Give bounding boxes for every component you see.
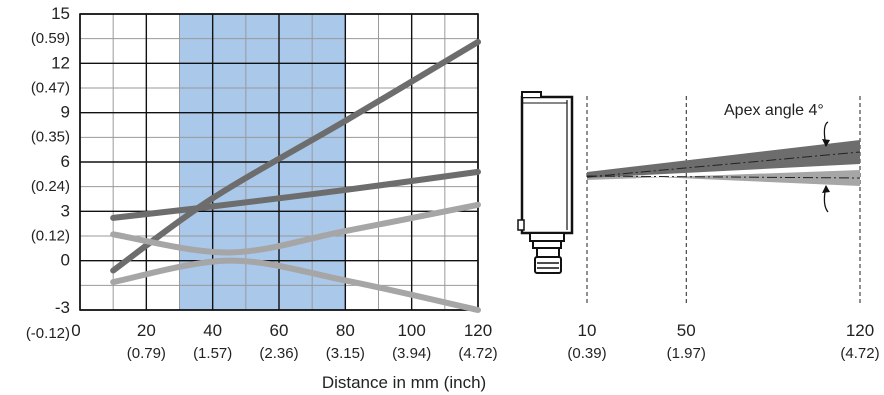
distance-mark-label-inch: (0.39) [567,345,606,362]
apex-angle-label: Apex angle 4° [724,102,824,119]
distance-mark-label: 120 [846,321,874,340]
plot-frame [79,13,479,311]
series-line-4 [110,257,481,313]
distance-mark-label-inch: (1.97) [667,345,706,362]
y-tick-label: 15 [51,4,70,23]
x-tick-label: 60 [270,321,289,340]
y-tick-label-inch: (0.35) [31,129,70,146]
y-tick-labels: 15 (0.59) 12 (0.47) 9 (0.35) 6 (0.24) 3 (0.12) 0 -3… [26,4,70,342]
distance-mark-label: 10 [578,321,597,340]
x-tick-label-inch: (0.79) [127,345,166,362]
beam-axis-lower [586,175,861,179]
x-tick-label: 40 [203,321,222,340]
beam-upper [587,140,860,178]
distance-markers [586,96,861,306]
x-tick-label-inch: (2.36) [259,345,298,362]
beam-lower [587,170,860,186]
diagram-tick-labels: 10 (0.39) 50 (1.97) 120 (4.72) [567,321,879,362]
distance-mark-label-inch: (4.72) [840,345,879,362]
y-tick-label: 12 [51,53,70,72]
grid-major [79,13,479,311]
distance-chart: 15(0.59)12(0.47)9(0.35)6(0.24)3(0.12)0-3… [26,4,498,392]
series-layer [110,38,481,313]
apex-angle-indicator [822,121,830,213]
y-tick-label-inch: (0.24) [31,178,70,195]
y-tick-label-inch: (0.12) [31,227,70,244]
x-tick-label: 120 [464,321,492,340]
x-axis-label: Distance in mm (inch) [322,373,486,392]
y-tick-label-inch: (0.59) [31,30,70,47]
x-tick-label: 80 [336,321,355,340]
series-line-1 [110,38,481,274]
y-tick-label-inch: (0.47) [31,79,70,96]
y-tick-label-inch: (-0.12) [26,325,70,342]
x-tick-label-inch: (1.57) [193,345,232,362]
y-tick-label: 9 [61,103,70,122]
x-tick-label: 20 [137,321,156,340]
y-tick-label: -3 [55,298,70,317]
x-tick-label-inch: (3.94) [392,345,431,362]
series-line-3 [110,201,481,256]
beam-axis-upper [586,151,861,178]
x-tick-label-inch: (4.72) [458,345,497,362]
distance-mark-label: 50 [677,321,696,340]
y-tick-label: 3 [61,201,70,220]
y-tick-label: 0 [61,251,70,270]
y-tick-label: 6 [61,152,70,171]
x-tick-label-inch: (3.15) [326,345,365,362]
x-tick-label: 100 [397,321,425,340]
sensor-diagram: Apex angle 4° 10 (0.39) 50 (1.97) 120 (4.72) [517,91,880,362]
x-tick-label: 0 [71,321,80,340]
series-line-2 [110,168,481,221]
x-tick-labels: 0 20 (0.79) 40 (1.57) 60 (2.36) 80 (3.15) 100 (3.9… [71,321,497,362]
sensor-icon [517,91,574,274]
